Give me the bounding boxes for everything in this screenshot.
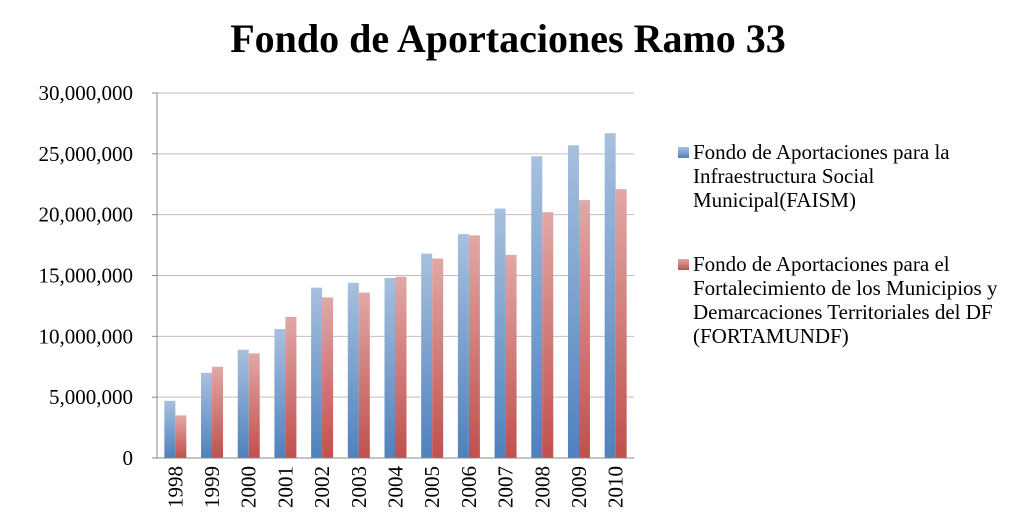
bar (175, 415, 187, 458)
legend-item: Fondo de Aportaciones para el Fortalecim… (678, 252, 1014, 348)
bar (384, 277, 396, 458)
legend-label: Fondo de Aportaciones para el Fortalecim… (693, 252, 998, 348)
bar (567, 145, 579, 459)
y-tick-label: 25,000,000 (39, 142, 134, 166)
legend-item: Fondo de Aportaciones para la Infraestru… (678, 140, 1014, 212)
bar (432, 258, 444, 458)
bar (358, 292, 370, 458)
y-tick-label: 20,000,000 (39, 203, 134, 227)
y-tick-label: 5,000,000 (49, 385, 133, 409)
x-tick-label: 2007 (494, 466, 518, 508)
y-tick-label: 30,000,000 (39, 81, 134, 105)
bar (201, 372, 213, 458)
bar (285, 316, 297, 458)
bar (531, 156, 543, 458)
legend: Fondo de Aportaciones para la Infraestru… (678, 140, 1014, 388)
x-tick-label: 2010 (604, 466, 628, 508)
bar (237, 349, 249, 458)
legend-label: Fondo de Aportaciones para la Infraestru… (693, 140, 950, 212)
bar (274, 329, 286, 458)
bar (395, 276, 407, 458)
x-tick-label: 2005 (420, 466, 444, 508)
y-tick-label: 0 (123, 446, 134, 470)
x-tick-label: 2004 (384, 466, 408, 509)
bar (322, 297, 334, 458)
y-tick-label: 15,000,000 (39, 264, 134, 288)
bar (542, 212, 554, 458)
x-tick-label: 2008 (530, 466, 554, 508)
legend-swatch (678, 259, 689, 270)
bar (468, 235, 480, 458)
x-tick-label: 2006 (457, 466, 481, 508)
x-tick-label: 2000 (237, 466, 261, 508)
bar (347, 282, 359, 458)
bar (457, 234, 469, 458)
bar (311, 287, 323, 458)
x-tick-label: 2003 (347, 466, 371, 508)
bar (615, 189, 627, 458)
bar (421, 253, 433, 458)
x-tick-label: 2001 (273, 466, 297, 508)
x-tick-label: 2009 (567, 466, 591, 508)
bar (505, 254, 517, 458)
x-tick-label: 1999 (200, 466, 224, 508)
bar (604, 133, 616, 458)
legend-swatch (678, 147, 689, 158)
bar (578, 200, 590, 459)
bar (164, 400, 176, 458)
bar (212, 366, 224, 458)
bar (248, 353, 260, 458)
x-tick-label: 2002 (310, 466, 334, 508)
y-tick-label: 10,000,000 (39, 324, 134, 348)
bar (494, 208, 506, 458)
x-tick-label: 1998 (163, 466, 187, 508)
chart-title: Fondo de Aportaciones Ramo 33 (230, 16, 786, 61)
